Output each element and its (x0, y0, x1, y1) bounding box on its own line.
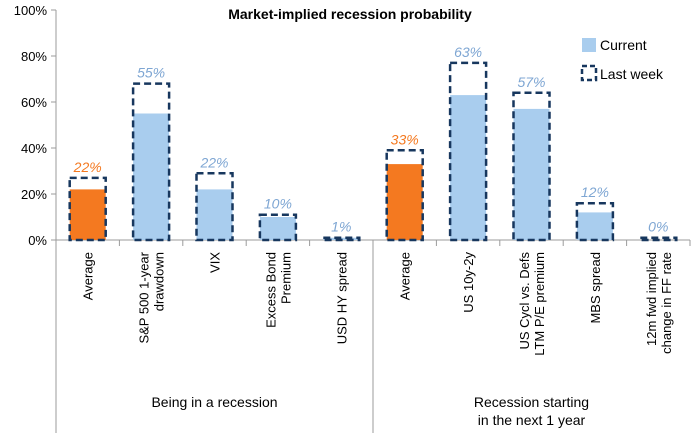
bar-last-week (258, 213, 298, 242)
bar-current (386, 164, 423, 240)
group-label: Being in a recession (151, 394, 277, 410)
x-tick-label: USD HY spread (334, 252, 349, 344)
bar-last-week (68, 176, 107, 242)
legend-label-last-week: Last week (600, 66, 664, 82)
y-tick-label: 20% (21, 187, 47, 202)
bar-current (259, 217, 296, 240)
bar-last-week (322, 236, 361, 242)
x-tick-label: 12m fwd implied (644, 252, 659, 346)
x-tick-label: LTM P/E premium (532, 252, 547, 356)
x-tick-label: Average (398, 252, 413, 300)
data-label: 57% (517, 74, 545, 90)
y-tick-label: 100% (14, 3, 48, 18)
y-tick-label: 60% (21, 95, 47, 110)
bar-current (576, 212, 613, 240)
data-label: 33% (391, 131, 419, 147)
data-label: 22% (199, 154, 228, 170)
bar-last-week (512, 91, 551, 242)
bar-last-week (131, 82, 171, 242)
group-label: Recession starting (474, 394, 589, 410)
legend-swatch-last-week (580, 64, 598, 82)
x-tick-label: drawdown (152, 252, 167, 311)
legend-label-current: Current (600, 37, 647, 53)
x-tick-label: MBS spread (588, 252, 603, 324)
bar-last-week (639, 236, 678, 242)
data-label: 0% (648, 219, 668, 235)
bar-last-week (195, 172, 234, 242)
x-tick-label: S&P 500 1-year (137, 251, 152, 343)
x-tick-label: US Cycl vs. Defs (517, 252, 532, 350)
data-label: 1% (331, 219, 351, 235)
legend: Current Last week (580, 37, 664, 82)
data-label: 63% (454, 44, 482, 60)
bar-current (69, 189, 106, 240)
data-label: 12% (581, 184, 609, 200)
x-tick-label: Excess Bond (263, 252, 278, 328)
bar-current (513, 108, 550, 241)
x-tick-label: Premium (278, 252, 293, 304)
y-tick-label: 80% (21, 49, 47, 64)
y-tick-label: 0% (28, 233, 47, 248)
bar-current (133, 113, 170, 240)
x-tick-label: US 10y-2y (461, 252, 476, 313)
data-label: 55% (137, 65, 165, 81)
data-label: 22% (73, 159, 102, 175)
bar-last-week (575, 201, 615, 242)
group-label: in the next 1 year (478, 412, 586, 428)
data-label: 10% (264, 196, 292, 212)
x-tick-label: change in FF rate (659, 252, 674, 354)
plot-area: 0% 20% 40% 60% 80% 100% 22% Average 55% S&P 500 1… (14, 3, 691, 433)
bar-last-week (448, 61, 488, 242)
x-tick-label: VIX (208, 252, 223, 273)
bar-last-week (385, 149, 424, 242)
y-tick-label: 40% (21, 141, 47, 156)
bar-current (196, 189, 233, 240)
legend-swatch-current (582, 38, 596, 52)
bar-current (450, 95, 487, 240)
chart-title: Market-implied recession probability (228, 6, 472, 22)
x-tick-label: Average (81, 252, 96, 300)
